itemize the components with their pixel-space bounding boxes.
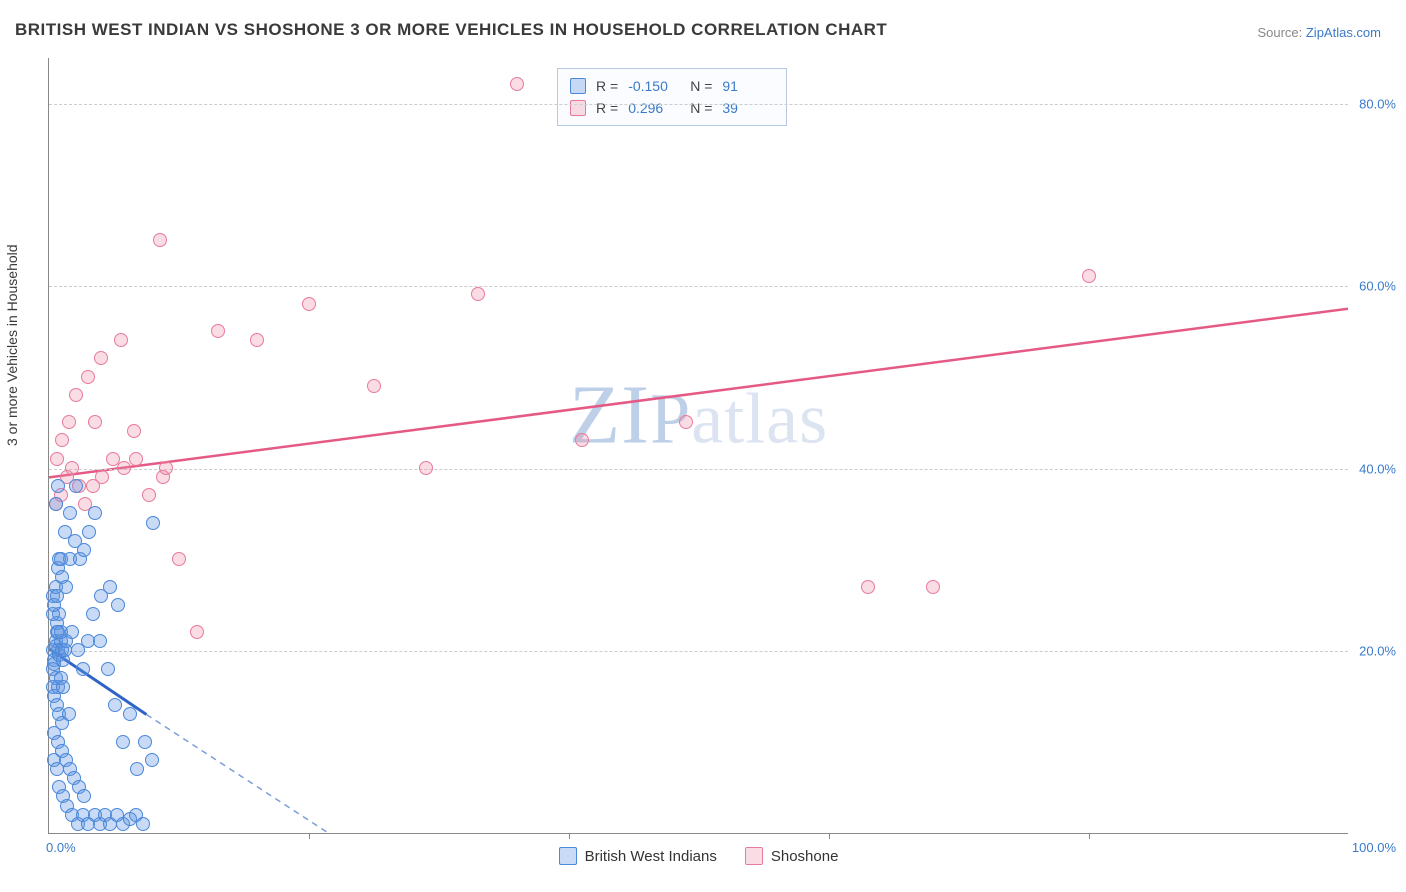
data-point [510,77,524,91]
x-axis-max-label: 100.0% [1346,840,1396,855]
data-point [108,698,122,712]
data-point [129,452,143,466]
data-point [116,735,130,749]
data-point [575,433,589,447]
r-value: -0.150 [628,75,680,97]
gridline [49,286,1348,287]
data-point [65,625,79,639]
data-point [679,415,693,429]
legend-correlation: R = -0.150 N = 91 R = 0.296 N = 39 [557,68,787,126]
data-point [111,598,125,612]
source-attribution: Source: ZipAtlas.com [1257,25,1381,40]
data-point [88,415,102,429]
data-point [250,333,264,347]
data-point [127,424,141,438]
data-point [471,287,485,301]
data-point [302,297,316,311]
data-point [926,580,940,594]
y-tick-label: 40.0% [1351,461,1396,476]
data-point [50,589,64,603]
data-point [56,680,70,694]
data-point [142,488,156,502]
data-point [367,379,381,393]
y-tick-label: 20.0% [1351,644,1396,659]
legend-row: R = -0.150 N = 91 [570,75,774,97]
x-tick [1089,833,1090,839]
data-point [82,525,96,539]
source-prefix: Source: [1257,25,1305,40]
legend-series: British West Indians Shoshone [49,847,1348,865]
data-point [103,580,117,594]
n-label: N = [690,97,712,119]
data-point [117,461,131,475]
r-label: R = [596,97,618,119]
legend-swatch-b [570,100,586,116]
data-point [86,607,100,621]
n-value: 39 [722,97,774,119]
watermark: ZIPatlas [569,366,828,463]
data-point [101,662,115,676]
data-point [62,707,76,721]
data-point [69,479,83,493]
data-point [123,707,137,721]
legend-swatch-a [559,847,577,865]
data-point [211,324,225,338]
plot-area: ZIPatlas R = -0.150 N = 91 R = 0.296 N =… [48,58,1348,834]
data-point [77,543,91,557]
data-point [172,552,186,566]
legend-item: Shoshone [745,847,839,865]
data-point [130,762,144,776]
x-tick [829,833,830,839]
data-point [50,452,64,466]
data-point [54,552,68,566]
data-point [861,580,875,594]
n-label: N = [690,75,712,97]
r-label: R = [596,75,618,97]
data-point [93,634,107,648]
legend-item: British West Indians [559,847,717,865]
data-point [62,415,76,429]
data-point [76,662,90,676]
source-link[interactable]: ZipAtlas.com [1306,25,1381,40]
data-point [190,625,204,639]
data-point [65,461,79,475]
r-value: 0.296 [628,97,680,119]
y-axis-title: 3 or more Vehicles in Household [4,244,20,446]
legend-swatch-a [570,78,586,94]
legend-label: Shoshone [771,848,839,865]
data-point [94,351,108,365]
x-tick [569,833,570,839]
data-point [159,461,173,475]
data-point [51,479,65,493]
data-point [114,333,128,347]
data-point [77,789,91,803]
data-point [1082,269,1096,283]
trend-lines [49,58,1348,833]
data-point [138,735,152,749]
gridline [49,469,1348,470]
legend-swatch-b [745,847,763,865]
data-point [58,525,72,539]
data-point [146,516,160,530]
gridline [49,651,1348,652]
data-point [153,233,167,247]
data-point [419,461,433,475]
data-point [136,817,150,831]
y-tick-label: 60.0% [1351,279,1396,294]
x-tick [309,833,310,839]
n-value: 91 [722,75,774,97]
data-point [145,753,159,767]
data-point [81,370,95,384]
data-point [49,497,63,511]
y-tick-label: 80.0% [1351,96,1396,111]
gridline [49,104,1348,105]
data-point [69,388,83,402]
legend-row: R = 0.296 N = 39 [570,97,774,119]
data-point [63,506,77,520]
data-point [95,470,109,484]
chart-title: BRITISH WEST INDIAN VS SHOSHONE 3 OR MOR… [15,20,887,40]
data-point [55,433,69,447]
data-point [88,506,102,520]
legend-label: British West Indians [585,848,717,865]
